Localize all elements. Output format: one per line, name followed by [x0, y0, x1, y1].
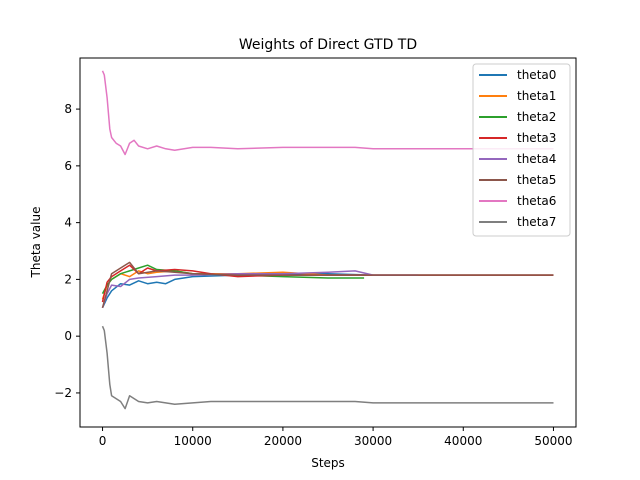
- series-line-theta6: [101, 70, 554, 156]
- legend-label-theta4: theta4: [517, 152, 556, 166]
- y-axis-label: Theta value: [29, 207, 43, 279]
- series-line-theta5: [101, 261, 554, 308]
- y-tick-label: 6: [64, 159, 72, 173]
- x-axis-ticks: 0 10000 20000 30000 40000 50000: [99, 427, 573, 448]
- legend-label-theta7: theta7: [517, 215, 556, 229]
- x-tick-label: 40000: [444, 434, 482, 448]
- y-tick-label: 8: [64, 102, 72, 116]
- series-line-theta7: [101, 325, 554, 410]
- chart-title: Weights of Direct GTD TD: [239, 37, 417, 53]
- legend-box: [472, 63, 571, 237]
- x-tick-label: 50000: [534, 434, 572, 448]
- legend-label-theta5: theta5: [517, 173, 556, 187]
- x-axis-label: Steps: [311, 456, 345, 470]
- series-line-theta4: [101, 270, 419, 309]
- y-tick-label: 4: [64, 216, 72, 230]
- y-tick-label: −2: [54, 386, 72, 400]
- legend-label-theta1: theta1: [517, 89, 556, 103]
- x-tick-label: 0: [99, 434, 107, 448]
- legend: theta0 theta1 theta2 theta3 theta4 theta5 thet…: [472, 63, 571, 237]
- y-axis-ticks: −2 0 2 4 6 8: [54, 102, 80, 400]
- series-line-theta2: [101, 264, 365, 294]
- series-line-theta0: [101, 272, 554, 309]
- y-tick-label: 0: [64, 329, 72, 343]
- x-tick-label: 20000: [264, 434, 302, 448]
- x-tick-label: 10000: [174, 434, 212, 448]
- legend-label-theta0: theta0: [517, 68, 556, 82]
- legend-label-theta3: theta3: [517, 131, 556, 145]
- y-tick-label: 2: [64, 272, 72, 286]
- legend-label-theta2: theta2: [517, 110, 556, 124]
- plot-lines: [101, 70, 554, 410]
- x-tick-label: 30000: [354, 434, 392, 448]
- plot-frame: [79, 57, 577, 428]
- legend-label-theta6: theta6: [517, 194, 556, 208]
